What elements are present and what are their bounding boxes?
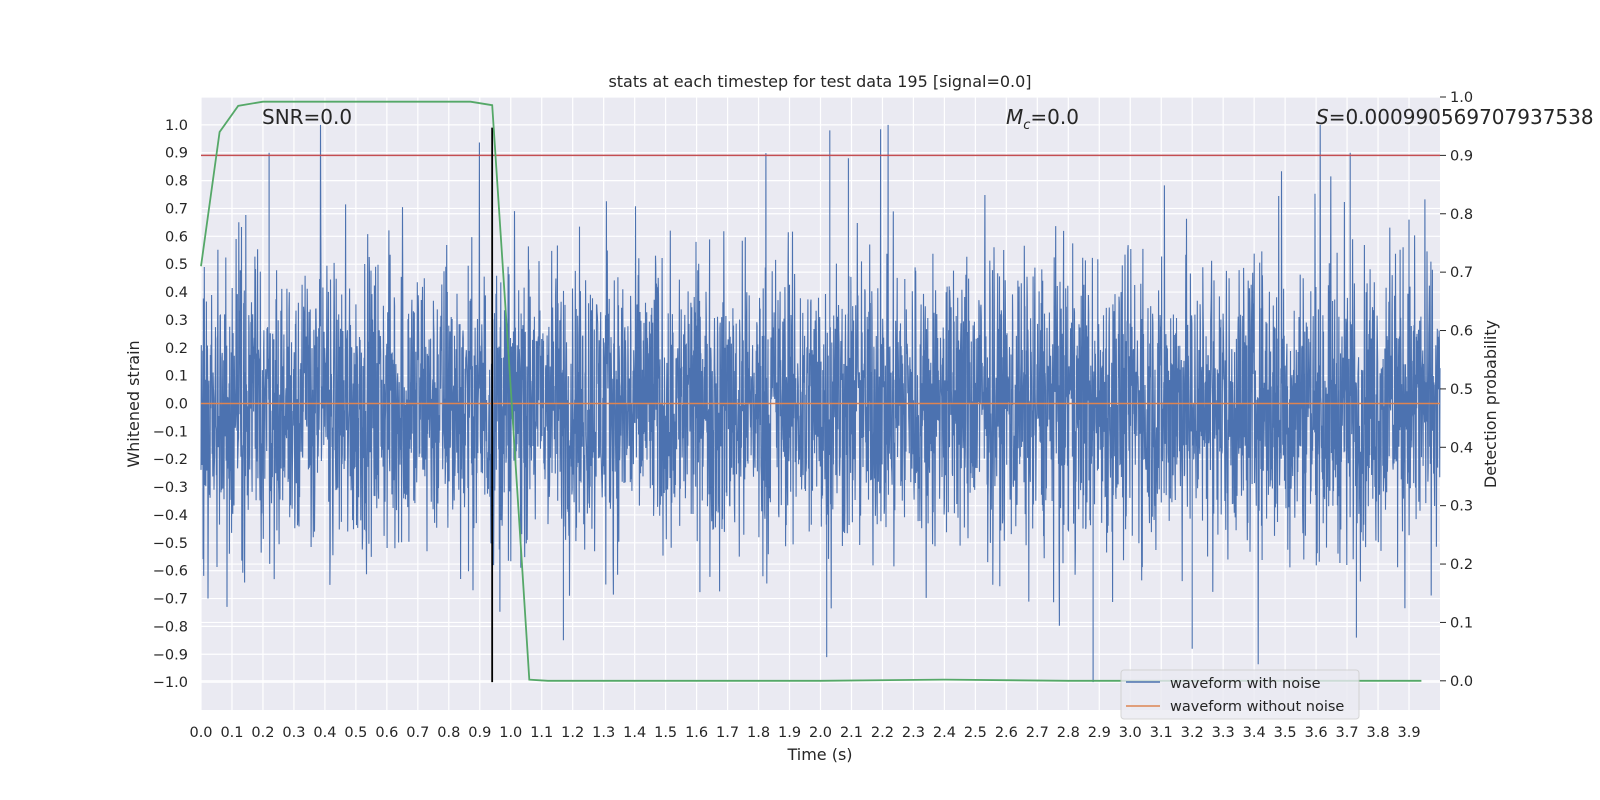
legend: waveform with noise waveform without noi… [1120, 669, 1360, 720]
x-tick-label: 3.8 [1367, 725, 1390, 741]
x-tick-label: 3.5 [1274, 725, 1297, 741]
y-right-tick-label: 0.3 [1450, 499, 1473, 515]
y-right-tick-labels: 1.0 0.9 0.8 0.7 0.6 0.5 0.4 0.3 0.2 0.1 0.0 [1440, 90, 1473, 690]
detection-probability-line [200, 100, 1422, 682]
y-tick-label: 0.8 [165, 174, 188, 190]
s-value: =0.000990569707937538 [1329, 105, 1594, 129]
x-tick-label: 1.5 [654, 725, 677, 741]
x-tick-label: 1.7 [716, 725, 739, 741]
y-tick-label: 0.6 [165, 229, 188, 245]
x-tick-label: 3.0 [1119, 725, 1142, 741]
y-tick-label: 0.0 [165, 397, 188, 413]
x-tick-label: 2.7 [1026, 725, 1049, 741]
x-tick-label: 0.9 [468, 725, 491, 741]
x-tick-label: 2.4 [933, 725, 956, 741]
y-tick-label: 1.0 [165, 118, 188, 134]
x-tick-labels: 0.0 0.1 0.2 0.3 0.4 0.5 0.6 0.7 0.8 0.9 1.0 1.1 1.2 1… [189, 725, 1420, 741]
legend-box [1120, 669, 1360, 720]
y-tick-label: −0.5 [153, 536, 188, 552]
x-tick-label: 3.1 [1150, 725, 1173, 741]
y-tick-label: 0.3 [165, 313, 188, 329]
x-tick-label: 2.6 [995, 725, 1018, 741]
y-right-tick-label: 0.7 [1450, 265, 1473, 281]
y-right-tick-label: 0.0 [1450, 674, 1473, 690]
x-tick-label: 0.7 [406, 725, 429, 741]
noise-waveform-series [200, 124, 1441, 683]
y-right-tick-label: 0.4 [1450, 440, 1473, 456]
x-tick-label: 2.1 [840, 725, 863, 741]
x-tick-label: 3.3 [1212, 725, 1235, 741]
x-tick-label: 3.9 [1397, 725, 1420, 741]
x-tick-label: 1.8 [747, 725, 770, 741]
y-tick-label: −0.8 [153, 619, 188, 635]
y-tick-label: 0.7 [165, 201, 188, 217]
x-tick-label: 2.2 [871, 725, 894, 741]
chirp-mass-annotation: Mc=0.0 [1006, 105, 1079, 133]
x-tick-label: 0.0 [189, 725, 212, 741]
y-tick-label: −0.4 [153, 508, 188, 524]
x-tick-label: 2.3 [902, 725, 925, 741]
y-tick-label: 0.1 [165, 369, 188, 385]
y-right-tick-label: 0.6 [1450, 324, 1473, 340]
x-tick-label: 1.1 [530, 725, 553, 741]
y-tick-label: 0.4 [165, 285, 188, 301]
chirp-mass-subscript: c [1023, 118, 1030, 133]
y-axis-label: Whitened strain [124, 340, 143, 467]
y-right-tick-label: 0.2 [1450, 557, 1473, 573]
x-tick-label: 0.2 [251, 725, 274, 741]
y-right-tick-label: 0.5 [1450, 382, 1473, 398]
x-tick-label: 2.0 [809, 725, 832, 741]
s-symbol: S [1316, 105, 1329, 129]
x-tick-label: 1.3 [592, 725, 615, 741]
x-tick-label: 2.8 [1057, 725, 1080, 741]
chirp-mass-value: =0.0 [1030, 105, 1079, 129]
x-tick-label: 1.0 [499, 725, 522, 741]
y-right-tick-label: 0.1 [1450, 615, 1473, 631]
chart-title: stats at each timestep for test data 195… [608, 72, 1031, 91]
x-tick-label: 0.1 [220, 725, 243, 741]
y-tick-label: −0.3 [153, 480, 188, 496]
y-tick-label: −0.9 [153, 647, 188, 663]
y-tick-label: 0.9 [165, 146, 188, 162]
x-tick-label: 3.2 [1181, 725, 1204, 741]
x-tick-label: 0.6 [375, 725, 398, 741]
legend-noise-label: waveform with noise [1170, 676, 1321, 692]
x-tick-label: 1.9 [778, 725, 801, 741]
y-tick-label: 0.5 [165, 257, 188, 273]
y-tick-label: −0.6 [153, 564, 188, 580]
y-tick-label: −0.2 [153, 452, 188, 468]
x-tick-label: 0.3 [282, 725, 305, 741]
x-tick-label: 1.2 [561, 725, 584, 741]
noise-waveform-line [200, 124, 1441, 683]
y-tick-label: 0.2 [165, 341, 188, 357]
legend-clean-label: waveform without noise [1170, 699, 1344, 715]
x-tick-label: 0.8 [437, 725, 460, 741]
line-series [200, 100, 1440, 683]
y-right-tick-label: 1.0 [1450, 90, 1473, 106]
x-tick-label: 0.4 [313, 725, 336, 741]
y-right-tick-label: 0.8 [1450, 207, 1473, 223]
s-annotation: S=0.000990569707937538 [1316, 105, 1594, 129]
y-tick-labels: 1.0 0.9 0.8 0.7 0.6 0.5 0.4 0.3 0.2 0.1 0.0 −0.1 −0.… [153, 118, 188, 691]
x-tick-label: 3.6 [1305, 725, 1328, 741]
chirp-mass-symbol: M [1006, 105, 1023, 129]
x-tick-label: 3.4 [1243, 725, 1266, 741]
y-right-axis-label: Detection probability [1481, 320, 1500, 488]
x-tick-label: 2.9 [1088, 725, 1111, 741]
y-right-tick-label: 0.9 [1450, 148, 1473, 164]
x-tick-label: 2.5 [964, 725, 987, 741]
snr-annotation: SNR=0.0 [262, 105, 352, 129]
y-tick-label: −0.7 [153, 592, 188, 608]
y-tick-label: −0.1 [153, 424, 188, 440]
x-tick-label: 3.7 [1336, 725, 1359, 741]
x-tick-label: 1.4 [623, 725, 646, 741]
x-tick-label: 1.6 [685, 725, 708, 741]
x-axis-label: Time (s) [786, 745, 852, 764]
y-tick-label: −1.0 [153, 675, 188, 691]
x-tick-label: 0.5 [344, 725, 367, 741]
